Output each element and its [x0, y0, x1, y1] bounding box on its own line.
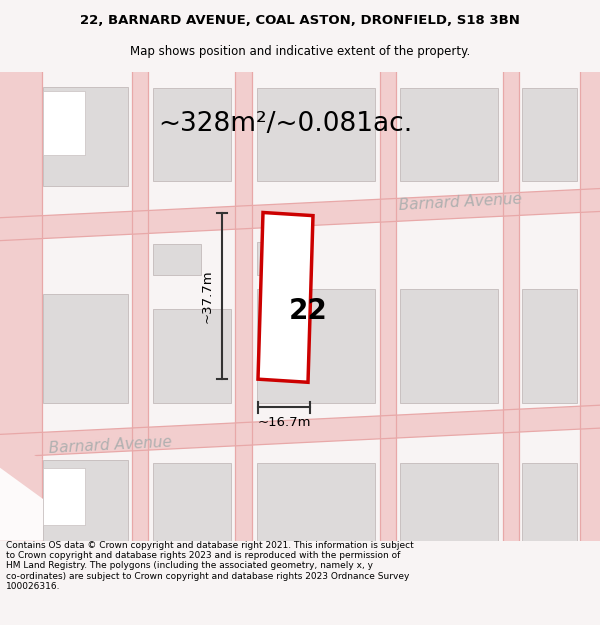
Text: Contains OS data © Crown copyright and database right 2021. This information is : Contains OS data © Crown copyright and d…	[6, 541, 414, 591]
Polygon shape	[132, 72, 148, 541]
Text: Barnard Avenue: Barnard Avenue	[48, 434, 172, 456]
Polygon shape	[235, 72, 252, 541]
Bar	[43, 88, 128, 186]
Text: ~37.7m: ~37.7m	[200, 269, 214, 322]
Polygon shape	[580, 72, 600, 541]
Bar	[43, 294, 128, 403]
Polygon shape	[380, 72, 396, 541]
Bar	[43, 91, 85, 155]
Bar	[522, 462, 577, 541]
Text: ~328m²/~0.081ac.: ~328m²/~0.081ac.	[158, 111, 412, 137]
Bar	[0, 72, 42, 541]
Bar	[257, 289, 375, 403]
Text: 22: 22	[289, 298, 328, 326]
Bar	[153, 244, 201, 275]
Polygon shape	[503, 72, 519, 541]
Bar	[43, 468, 85, 525]
Polygon shape	[0, 405, 600, 458]
Bar	[43, 461, 128, 541]
Bar	[153, 309, 231, 403]
Text: Barnard Avenue: Barnard Avenue	[398, 191, 522, 213]
Polygon shape	[0, 189, 600, 241]
Bar	[400, 88, 498, 181]
Text: Map shows position and indicative extent of the property.: Map shows position and indicative extent…	[130, 45, 470, 58]
Text: ~16.7m: ~16.7m	[257, 416, 311, 429]
Bar	[257, 462, 375, 541]
Bar	[522, 88, 577, 181]
Bar	[153, 88, 231, 181]
Bar	[400, 462, 498, 541]
Polygon shape	[0, 468, 43, 541]
Bar	[257, 242, 312, 275]
Bar	[400, 289, 498, 403]
Bar	[153, 462, 231, 541]
Polygon shape	[258, 213, 313, 382]
Bar	[257, 88, 375, 181]
Text: 22, BARNARD AVENUE, COAL ASTON, DRONFIELD, S18 3BN: 22, BARNARD AVENUE, COAL ASTON, DRONFIEL…	[80, 14, 520, 27]
Bar	[522, 289, 577, 403]
Polygon shape	[0, 436, 43, 461]
